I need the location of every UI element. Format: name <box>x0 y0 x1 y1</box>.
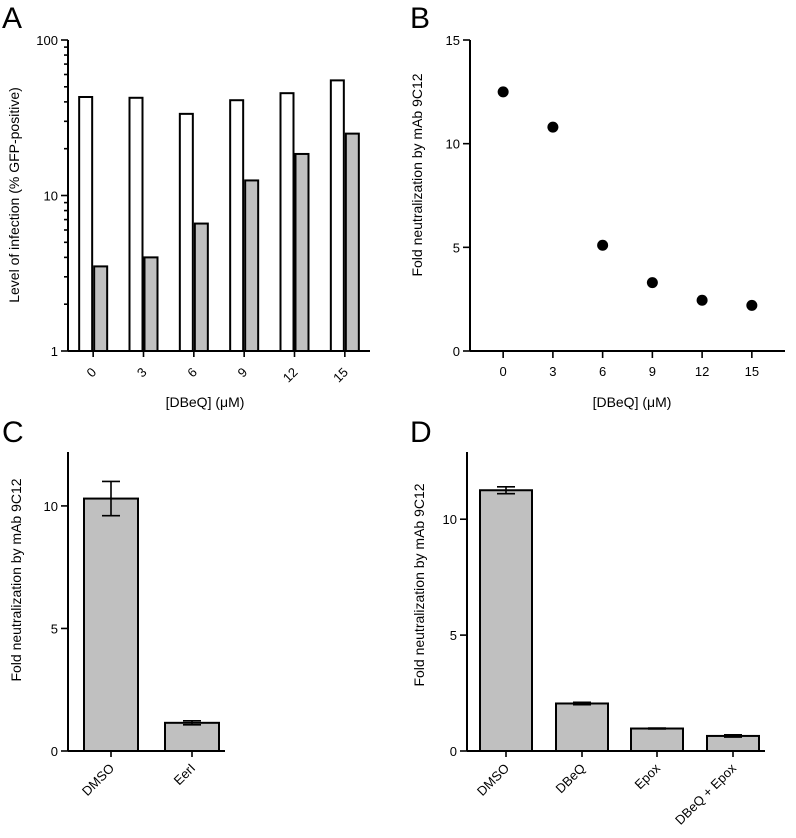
panel-a-bar-infection-grey <box>344 132 360 352</box>
panel-b-x-tick-label: 12 <box>695 364 709 379</box>
panel-b-y-tick-label: 0 <box>453 344 460 359</box>
panel-label-b: B <box>410 2 430 35</box>
panel-b-data-point <box>696 294 708 306</box>
panel-label-a: A <box>2 2 22 35</box>
panel-b-y-tick-label: 5 <box>453 240 460 255</box>
panel-a-x-tick-label: 0 <box>84 365 100 381</box>
panel-a-x-tick-label: 6 <box>184 365 200 381</box>
panel-a-bar-infection-open <box>78 95 94 353</box>
panel-d-bar <box>630 727 684 752</box>
panel-c-y-tick-label: 5 <box>51 621 58 636</box>
panel-c-bar <box>83 497 139 753</box>
panel-d-y-tick-label: 10 <box>443 512 457 527</box>
panel-a-y-tick-label: 10 <box>44 189 58 204</box>
panel-a-x-tick-label: 9 <box>235 365 251 381</box>
panel-a-bar-infection-open <box>178 112 194 352</box>
panel-a-bar-infection-open <box>279 92 295 352</box>
panel-b-x-tick-label: 9 <box>649 364 656 379</box>
panel-a-x-tick-label: 15 <box>330 365 351 386</box>
panel-b-data-point <box>746 299 758 311</box>
panel-a-bar-infection-grey <box>143 256 159 352</box>
panel-b-x-tick-label: 3 <box>549 364 556 379</box>
panel-a-y-tick-label: 1 <box>51 344 58 359</box>
panel-a-bar-infection-open <box>128 96 144 352</box>
panel-a-bar-infection-open <box>229 99 245 352</box>
panel-d-y-axis-title: Fold neutralization by mAb 9C12 <box>411 483 427 686</box>
panel-c-y-tick-label: 0 <box>51 744 58 759</box>
panel-a-bar-infection-grey <box>193 222 209 352</box>
panel-a-y-tick-label: 100 <box>36 33 58 48</box>
panel-a-bar-infection-grey <box>294 152 310 352</box>
panel-b-y-tick-label: 10 <box>446 137 460 152</box>
panel-c-y-tick-label: 10 <box>44 499 58 514</box>
panel-d-bar <box>706 734 760 752</box>
panel-b-data-point <box>497 86 509 98</box>
panel-b-x-axis-title: [DBeQ] (μM) <box>593 394 672 410</box>
panel-label-d: D <box>410 416 432 449</box>
panel-d-x-tick-label: DMSO <box>474 761 512 799</box>
panel-d-y-tick-label: 0 <box>450 744 457 759</box>
panel-a-y-axis-title: Level of infection (% GFP-positive) <box>6 87 22 303</box>
panel-d-bar <box>555 702 609 752</box>
panel-a-x-tick-label: 3 <box>134 365 150 381</box>
panel-d-x-tick-label: DBeQ + Epox <box>672 760 739 827</box>
panel-a-x-axis-title: [DBeQ] (μM) <box>166 394 245 410</box>
panel-a-bar-infection-grey <box>93 265 109 353</box>
panel-b-y-axis-title: Fold neutralization by mAb 9C12 <box>409 73 425 276</box>
panel-b-x-tick-label: 0 <box>500 364 507 379</box>
panel-a-x-tick-label: 12 <box>280 365 301 386</box>
panel-a-bar-infection-open <box>329 79 345 353</box>
panel-c-y-axis-title: Fold neutralization by mAb 9C12 <box>8 478 24 681</box>
panel-c-bar <box>164 721 220 752</box>
panel-c-x-tick-label: EerI <box>171 761 198 788</box>
panel-c-x-tick-label: DMSO <box>79 761 117 799</box>
panel-b-data-point <box>597 239 609 251</box>
panel-b-y-tick-label: 15 <box>446 33 460 48</box>
panel-d-x-tick-label: DBeQ <box>552 761 588 797</box>
panel-label-c: C <box>2 416 24 449</box>
panel-d-x-tick-label: Epox <box>632 760 664 792</box>
panel-b-data-point <box>547 121 559 133</box>
panel-d-bar <box>479 489 533 752</box>
panel-b-data-point <box>646 277 658 289</box>
panel-d-y-tick-label: 5 <box>450 628 457 643</box>
panel-a-bar-infection-grey <box>244 179 260 352</box>
panel-b-x-tick-label: 15 <box>745 364 759 379</box>
panel-b-x-tick-label: 6 <box>599 364 606 379</box>
